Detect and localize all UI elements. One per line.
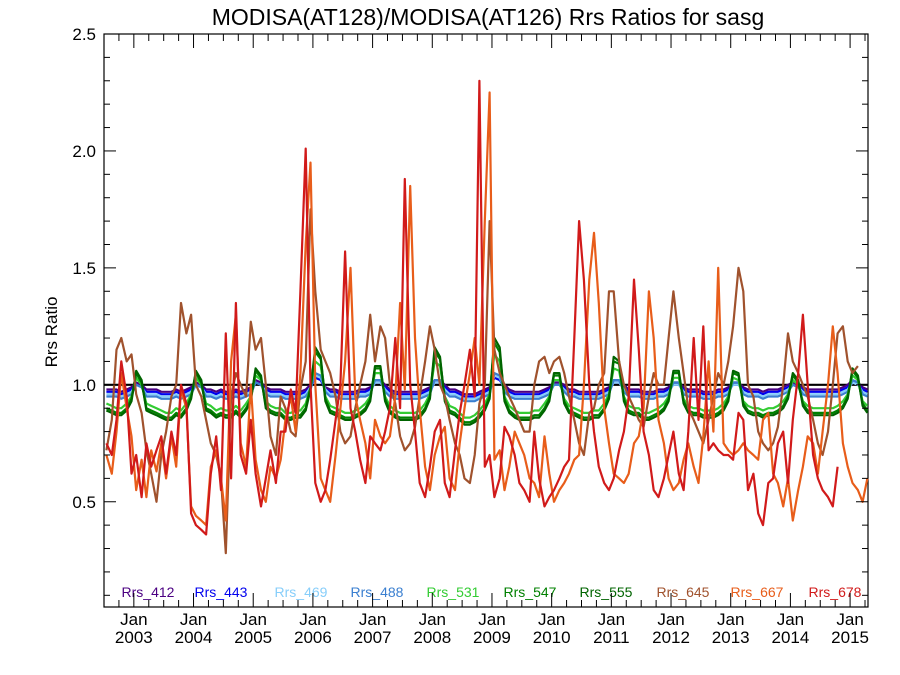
x-tick-label-year: 2015 bbox=[831, 628, 869, 647]
x-tick-label-month: Jan bbox=[359, 610, 386, 629]
x-tick-label-month: Jan bbox=[717, 610, 744, 629]
legend-item-rrs-645: Rrs_645 bbox=[657, 584, 710, 600]
x-tick-label-year: 2006 bbox=[294, 628, 332, 647]
legend-item-rrs-412: Rrs_412 bbox=[122, 584, 175, 600]
y-tick-label: 1.5 bbox=[72, 259, 96, 278]
y-tick-label: 2.5 bbox=[72, 25, 96, 44]
axes: 0.51.01.52.02.5Jan2003Jan2004Jan2005Jan2… bbox=[72, 25, 869, 647]
x-tick-label-month: Jan bbox=[478, 610, 505, 629]
x-tick-label-month: Jan bbox=[299, 610, 326, 629]
x-tick-label-year: 2012 bbox=[652, 628, 690, 647]
series-line-rrs-547 bbox=[105, 341, 869, 424]
x-tick-label-year: 2007 bbox=[354, 628, 392, 647]
legend-item-rrs-469: Rrs_469 bbox=[275, 584, 328, 600]
series-line-rrs-555 bbox=[105, 336, 869, 426]
legend-item-rrs-443: Rrs_443 bbox=[195, 584, 248, 600]
legend-item-rrs-547: Rrs_547 bbox=[504, 584, 557, 600]
legend: Rrs_412 Rrs_443 Rrs_469 Rrs_488 Rrs_531 Rrs_5… bbox=[122, 584, 862, 600]
series-line-rrs-678 bbox=[105, 79, 839, 536]
y-axis-label: Rrs Ratio bbox=[42, 297, 61, 368]
legend-item-rrs-531: Rrs_531 bbox=[427, 584, 480, 600]
chart-title: MODISA(AT128)/MODISA(AT126) Rrs Ratios f… bbox=[212, 4, 765, 30]
x-tick-label-year: 2009 bbox=[473, 628, 511, 647]
legend-item-rrs-488: Rrs_488 bbox=[351, 584, 404, 600]
legend-item-rrs-555: Rrs_555 bbox=[580, 584, 633, 600]
x-tick-label-month: Jan bbox=[836, 610, 863, 629]
x-tick-label-year: 2014 bbox=[771, 628, 809, 647]
x-tick-label-year: 2013 bbox=[712, 628, 750, 647]
plot-frame bbox=[103, 33, 869, 608]
series-line-rrs-667 bbox=[105, 91, 869, 527]
x-tick-label-year: 2003 bbox=[115, 628, 153, 647]
x-tick-label-year: 2011 bbox=[593, 628, 630, 647]
y-tick-label: 1.0 bbox=[72, 376, 96, 395]
x-tick-label-year: 2004 bbox=[175, 628, 213, 647]
series-group bbox=[105, 79, 869, 555]
legend-item-rrs-667: Rrs_667 bbox=[731, 584, 784, 600]
x-tick-label-year: 2005 bbox=[234, 628, 272, 647]
legend-item-rrs-678: Rrs_678 bbox=[809, 584, 862, 600]
x-tick-label-month: Jan bbox=[120, 610, 147, 629]
x-tick-label-month: Jan bbox=[657, 610, 684, 629]
x-tick-label-month: Jan bbox=[598, 610, 625, 629]
x-tick-label-month: Jan bbox=[180, 610, 207, 629]
x-tick-label-month: Jan bbox=[419, 610, 446, 629]
x-tick-label-month: Jan bbox=[538, 610, 565, 629]
y-tick-label: 0.5 bbox=[72, 493, 96, 512]
x-tick-label-month: Jan bbox=[777, 610, 804, 629]
x-tick-label-year: 2010 bbox=[533, 628, 571, 647]
x-tick-label-month: Jan bbox=[240, 610, 267, 629]
series-line-rrs-645 bbox=[105, 208, 859, 555]
x-tick-label-year: 2008 bbox=[413, 628, 451, 647]
y-tick-label: 2.0 bbox=[72, 142, 96, 161]
